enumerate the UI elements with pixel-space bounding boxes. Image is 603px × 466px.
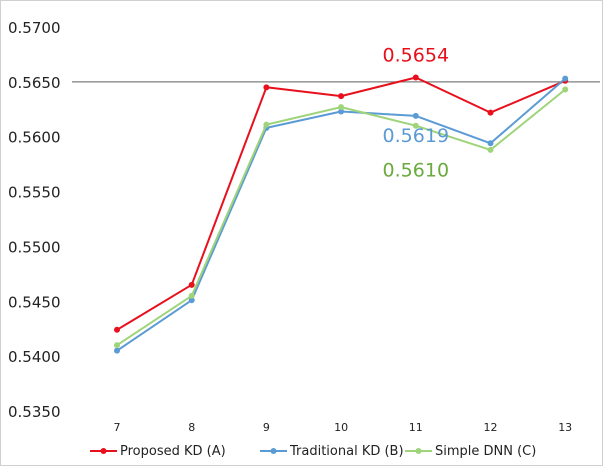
data-point [188,297,195,304]
data-point [338,104,345,111]
data-point [263,121,270,128]
data-point [412,122,419,129]
x-tick-label: 11 [409,421,423,434]
data-label: 0.5610 [383,160,449,182]
data-point [188,292,195,299]
data-point [114,347,120,354]
data-point [114,342,120,349]
x-tick-label: 9 [263,421,270,434]
series-line-2 [116,77,566,352]
data-point [412,112,419,119]
data-point [487,109,494,116]
data-point [562,75,569,82]
x-tick-label: 13 [558,421,572,434]
data-point [114,326,120,333]
y-tick-label: 0.5650 [8,74,61,92]
y-tick-label: 0.5700 [8,19,61,37]
y-tick-label: 0.5600 [8,129,61,147]
x-tick-label: 8 [188,421,195,434]
data-point [263,84,270,91]
data-point [412,74,419,81]
legend-swatch-marker [100,448,107,454]
x-tick-label: 7 [114,421,121,434]
legend-label: Proposed KD (A) [120,444,226,459]
y-tick-label: 0.5350 [8,403,61,421]
y-tick-label: 0.5450 [8,293,61,311]
data-label: 0.5619 [383,125,449,147]
data-point [338,93,345,100]
legend-swatch-marker [415,448,422,454]
data-point [487,146,494,153]
y-tick-label: 0.5500 [8,238,61,256]
series-line-3 [116,88,566,347]
y-tick-label: 0.5550 [8,184,61,202]
legend-swatch-marker [270,448,277,454]
legend-label: Traditional KD (B) [289,444,404,459]
data-point [188,281,195,288]
data-point [487,140,494,147]
data-point [562,86,569,93]
data-label: 0.5654 [383,44,449,66]
legend-label: Simple DNN (C) [435,444,536,459]
series-line-1 [116,76,566,331]
data-point [338,108,345,115]
x-tick-label: 10 [334,421,348,434]
x-tick-label: 12 [484,421,498,434]
y-tick-label: 0.5400 [8,348,61,366]
